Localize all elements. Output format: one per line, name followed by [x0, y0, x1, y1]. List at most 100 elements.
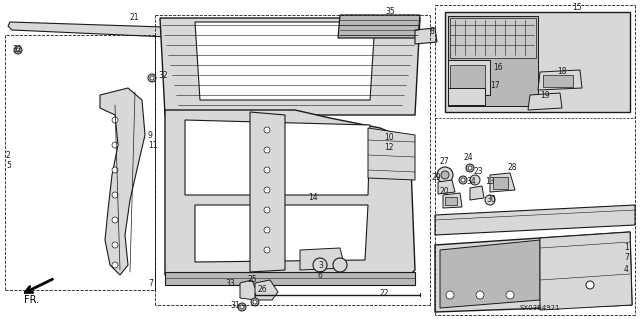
Polygon shape — [255, 280, 278, 300]
Text: 27: 27 — [440, 158, 450, 167]
Text: 12: 12 — [384, 144, 394, 152]
Polygon shape — [185, 120, 370, 195]
Text: 5: 5 — [6, 160, 11, 169]
Text: FR.: FR. — [24, 295, 40, 305]
Polygon shape — [165, 272, 415, 285]
Circle shape — [586, 281, 594, 289]
Circle shape — [264, 247, 270, 253]
Polygon shape — [538, 70, 582, 90]
Circle shape — [264, 167, 270, 173]
Text: 8: 8 — [430, 27, 435, 36]
Polygon shape — [240, 280, 258, 300]
Polygon shape — [450, 18, 536, 58]
Text: SX03B4921: SX03B4921 — [520, 305, 560, 311]
Circle shape — [238, 303, 246, 311]
Circle shape — [506, 291, 514, 299]
Polygon shape — [8, 22, 200, 38]
Polygon shape — [490, 173, 515, 192]
Polygon shape — [543, 75, 573, 87]
Polygon shape — [338, 15, 420, 38]
Text: 30: 30 — [486, 196, 496, 204]
Polygon shape — [195, 205, 368, 262]
Circle shape — [313, 258, 327, 272]
Circle shape — [148, 74, 156, 82]
Text: 25: 25 — [248, 276, 258, 285]
Text: 23: 23 — [473, 167, 483, 176]
Circle shape — [112, 242, 118, 248]
Text: 32: 32 — [158, 70, 168, 79]
Polygon shape — [470, 186, 484, 200]
Polygon shape — [448, 60, 490, 95]
Circle shape — [16, 48, 20, 52]
Polygon shape — [493, 177, 508, 189]
Polygon shape — [528, 93, 562, 110]
Polygon shape — [435, 205, 635, 235]
Text: 26: 26 — [258, 286, 268, 294]
Polygon shape — [540, 232, 632, 310]
Circle shape — [333, 258, 347, 272]
Circle shape — [485, 195, 495, 205]
Polygon shape — [448, 16, 538, 106]
Circle shape — [476, 291, 484, 299]
Circle shape — [446, 291, 454, 299]
Polygon shape — [415, 28, 437, 44]
Text: 10: 10 — [384, 133, 394, 143]
Circle shape — [112, 142, 118, 148]
Circle shape — [112, 262, 118, 268]
Text: 11: 11 — [148, 140, 157, 150]
Circle shape — [468, 166, 472, 170]
Text: 19: 19 — [540, 92, 550, 100]
Polygon shape — [448, 88, 485, 105]
Circle shape — [466, 164, 474, 172]
Text: 29: 29 — [432, 174, 442, 182]
Polygon shape — [250, 112, 285, 272]
Circle shape — [459, 176, 467, 184]
Polygon shape — [438, 180, 455, 194]
Circle shape — [14, 46, 22, 54]
Text: 3: 3 — [318, 261, 323, 270]
Text: 1: 1 — [624, 243, 628, 253]
Text: 24: 24 — [463, 153, 472, 162]
Circle shape — [461, 178, 465, 182]
Polygon shape — [100, 88, 145, 275]
Text: 15: 15 — [572, 4, 582, 12]
Text: 14: 14 — [308, 194, 317, 203]
Text: 18: 18 — [557, 68, 566, 77]
Circle shape — [112, 167, 118, 173]
Polygon shape — [300, 248, 345, 270]
Text: 7: 7 — [148, 279, 153, 288]
Text: 9: 9 — [148, 130, 153, 139]
Text: 31: 31 — [230, 300, 239, 309]
Text: 7: 7 — [624, 254, 629, 263]
Polygon shape — [195, 22, 375, 100]
Text: 13: 13 — [485, 177, 495, 187]
Circle shape — [240, 305, 244, 309]
Text: 33: 33 — [225, 278, 235, 287]
Text: 35: 35 — [385, 8, 395, 17]
Text: 22: 22 — [380, 290, 390, 299]
Circle shape — [264, 127, 270, 133]
Polygon shape — [368, 128, 415, 180]
Polygon shape — [165, 110, 415, 275]
Text: 6: 6 — [318, 271, 323, 279]
Text: 16: 16 — [493, 63, 502, 72]
Text: 21: 21 — [130, 13, 140, 23]
Text: 17: 17 — [490, 80, 500, 90]
Circle shape — [264, 207, 270, 213]
Polygon shape — [445, 12, 630, 112]
Circle shape — [264, 147, 270, 153]
Circle shape — [253, 300, 257, 304]
Polygon shape — [445, 197, 457, 205]
Polygon shape — [443, 193, 462, 208]
Circle shape — [112, 117, 118, 123]
Circle shape — [150, 76, 154, 80]
Circle shape — [264, 227, 270, 233]
Circle shape — [470, 175, 480, 185]
Circle shape — [112, 192, 118, 198]
Text: 32: 32 — [12, 46, 22, 55]
Circle shape — [437, 167, 453, 183]
Polygon shape — [450, 65, 485, 90]
Text: 20: 20 — [440, 188, 450, 197]
Text: 28: 28 — [508, 164, 518, 173]
Text: 4: 4 — [624, 265, 629, 275]
